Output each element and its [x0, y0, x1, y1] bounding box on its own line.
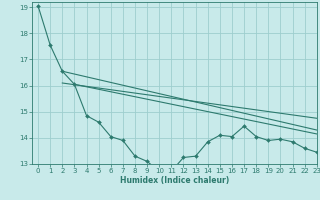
- X-axis label: Humidex (Indice chaleur): Humidex (Indice chaleur): [120, 176, 229, 185]
